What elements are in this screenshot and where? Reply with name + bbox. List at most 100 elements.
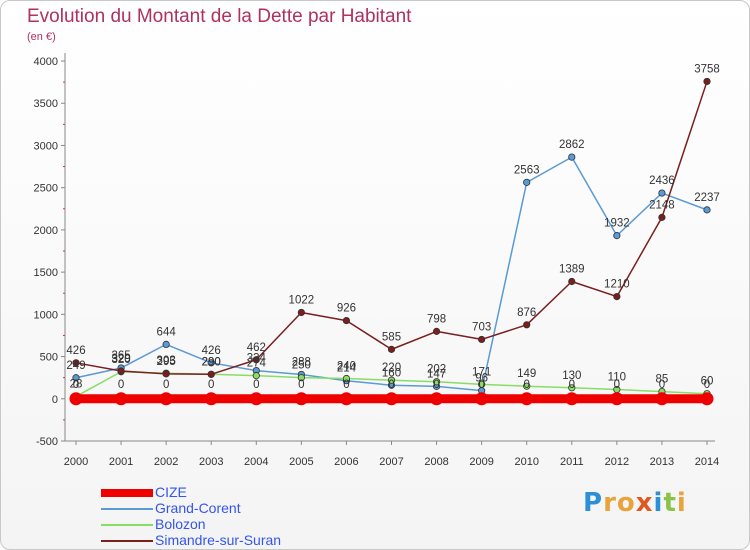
data-label-cize: 0 bbox=[524, 379, 530, 391]
x-tick-label: 2004 bbox=[244, 456, 268, 468]
data-label-grand-corent: 2862 bbox=[559, 139, 585, 151]
data-label-simandre-sur-suran: 585 bbox=[382, 331, 401, 343]
data-label-simandre-sur-suran: 798 bbox=[427, 313, 446, 325]
chart-title: Evolution du Montant de la Dette par Hab… bbox=[27, 6, 412, 27]
data-label-cize: 0 bbox=[163, 379, 169, 391]
x-tick-label: 2005 bbox=[289, 456, 313, 468]
x-tick-label: 2011 bbox=[560, 456, 584, 468]
data-point-bolozon bbox=[432, 378, 441, 386]
data-label-simandre-sur-suran: 1389 bbox=[559, 263, 585, 275]
data-point-grand-corent bbox=[658, 189, 666, 197]
legend-label: Grand-Corent bbox=[155, 500, 241, 516]
data-point-cize bbox=[114, 392, 128, 406]
data-label-grand-corent: 249 bbox=[66, 360, 85, 372]
data-point-simandre-sur-suran bbox=[478, 335, 486, 344]
x-tick-label: 2001 bbox=[109, 456, 133, 468]
data-point-grand-corent bbox=[162, 340, 170, 348]
data-label-cize: 0 bbox=[569, 379, 575, 391]
data-label-simandre-sur-suran: 876 bbox=[517, 307, 536, 319]
data-point-cize bbox=[475, 392, 489, 406]
data-point-cize bbox=[430, 392, 444, 406]
data-label-bolozon: 149 bbox=[517, 368, 536, 380]
x-tick-label: 2009 bbox=[469, 456, 493, 468]
data-label-grand-corent: 2436 bbox=[649, 175, 675, 187]
x-tick-label: 2010 bbox=[514, 456, 538, 468]
data-label-grand-corent: 365 bbox=[111, 350, 130, 362]
x-tick-label: 2014 bbox=[695, 456, 719, 468]
data-point-bolozon bbox=[387, 376, 396, 384]
data-point-simandre-sur-suran bbox=[613, 292, 621, 301]
data-label-simandre-sur-suran: 295 bbox=[157, 356, 176, 368]
x-tick-label: 2007 bbox=[379, 456, 403, 468]
data-label-simandre-sur-suran: 462 bbox=[247, 342, 266, 354]
y-tick-label: 3500 bbox=[34, 98, 58, 110]
data-point-grand-corent bbox=[613, 232, 621, 240]
data-label-bolozon: 220 bbox=[382, 362, 401, 374]
data-label-bolozon: 240 bbox=[337, 361, 356, 373]
data-label-cize: 0 bbox=[73, 379, 79, 391]
data-point-cize bbox=[520, 392, 534, 406]
data-point-bolozon bbox=[568, 384, 576, 392]
data-point-bolozon bbox=[523, 382, 531, 390]
data-label-cize: 0 bbox=[478, 379, 484, 391]
data-point-cize bbox=[294, 392, 308, 406]
y-tick-label: -500 bbox=[36, 436, 58, 448]
data-point-simandre-sur-suran bbox=[387, 345, 396, 353]
data-point-grand-corent bbox=[72, 374, 80, 382]
y-tick-label: 500 bbox=[40, 352, 58, 364]
data-point-simandre-sur-suran bbox=[658, 213, 666, 221]
data-label-simandre-sur-suran: 3758 bbox=[694, 63, 720, 75]
data-label-simandre-sur-suran: 926 bbox=[337, 303, 356, 315]
logo-letter: i bbox=[676, 488, 687, 518]
data-label-simandre-sur-suran: 426 bbox=[66, 345, 85, 357]
data-label-grand-corent: 160 bbox=[382, 367, 401, 379]
data-point-grand-corent bbox=[523, 178, 531, 186]
logo-letter: t bbox=[663, 488, 677, 518]
data-point-simandre-sur-suran bbox=[523, 321, 531, 329]
data-label-cize: 0 bbox=[343, 379, 349, 391]
data-point-simandre-sur-suran bbox=[207, 370, 215, 378]
data-label-grand-corent: 1932 bbox=[604, 218, 630, 230]
y-tick-label: 1000 bbox=[34, 309, 58, 321]
y-tick-label: 1500 bbox=[34, 267, 58, 279]
x-tick-label: 2002 bbox=[154, 456, 178, 468]
legend-swatch bbox=[101, 508, 153, 510]
legend-label: CIZE bbox=[155, 484, 187, 500]
x-tick-label: 2008 bbox=[424, 456, 448, 468]
x-tick-label: 2000 bbox=[64, 456, 88, 468]
data-label-cize: 0 bbox=[433, 379, 439, 391]
data-label-grand-corent: 2563 bbox=[514, 164, 540, 176]
data-label-cize: 0 bbox=[208, 379, 214, 391]
data-label-bolozon: 202 bbox=[427, 364, 446, 376]
x-tick-label: 2003 bbox=[199, 456, 223, 468]
legend-swatch bbox=[101, 489, 153, 497]
data-point-simandre-sur-suran bbox=[297, 308, 305, 317]
data-label-simandre-sur-suran: 703 bbox=[472, 321, 491, 333]
data-point-cize bbox=[565, 392, 579, 406]
data-label-grand-corent: 334 bbox=[247, 353, 267, 365]
data-point-bolozon bbox=[342, 374, 351, 383]
data-label-grand-corent: 288 bbox=[292, 356, 311, 368]
data-label-simandre-sur-suran: 1022 bbox=[289, 294, 315, 306]
data-label-simandre-sur-suran: 290 bbox=[202, 356, 221, 368]
data-label-grand-corent: 426 bbox=[202, 345, 221, 357]
legend-label: Simandre-sur-Suran bbox=[155, 532, 282, 548]
data-point-grand-corent bbox=[568, 153, 576, 161]
logo-letter: x bbox=[635, 488, 654, 518]
data-label-bolozon: 290 bbox=[202, 356, 221, 368]
data-label-simandre-sur-suran: 1210 bbox=[604, 279, 630, 291]
data-label-cize: 0 bbox=[118, 379, 124, 391]
data-point-simandre-sur-suran bbox=[568, 277, 576, 286]
data-label-cize: 0 bbox=[388, 379, 394, 391]
data-label-cize: 0 bbox=[659, 379, 665, 391]
data-point-grand-corent bbox=[703, 206, 711, 214]
legend-swatch bbox=[101, 540, 153, 542]
logo-letter: i bbox=[653, 488, 664, 518]
data-label-bolozon: 250 bbox=[292, 360, 311, 372]
legend-label: Bolozon bbox=[155, 516, 206, 532]
data-point-bolozon bbox=[252, 372, 260, 380]
x-tick-label: 2006 bbox=[334, 456, 358, 468]
data-point-cize bbox=[610, 392, 624, 406]
data-label-bolozon: 130 bbox=[562, 370, 581, 382]
